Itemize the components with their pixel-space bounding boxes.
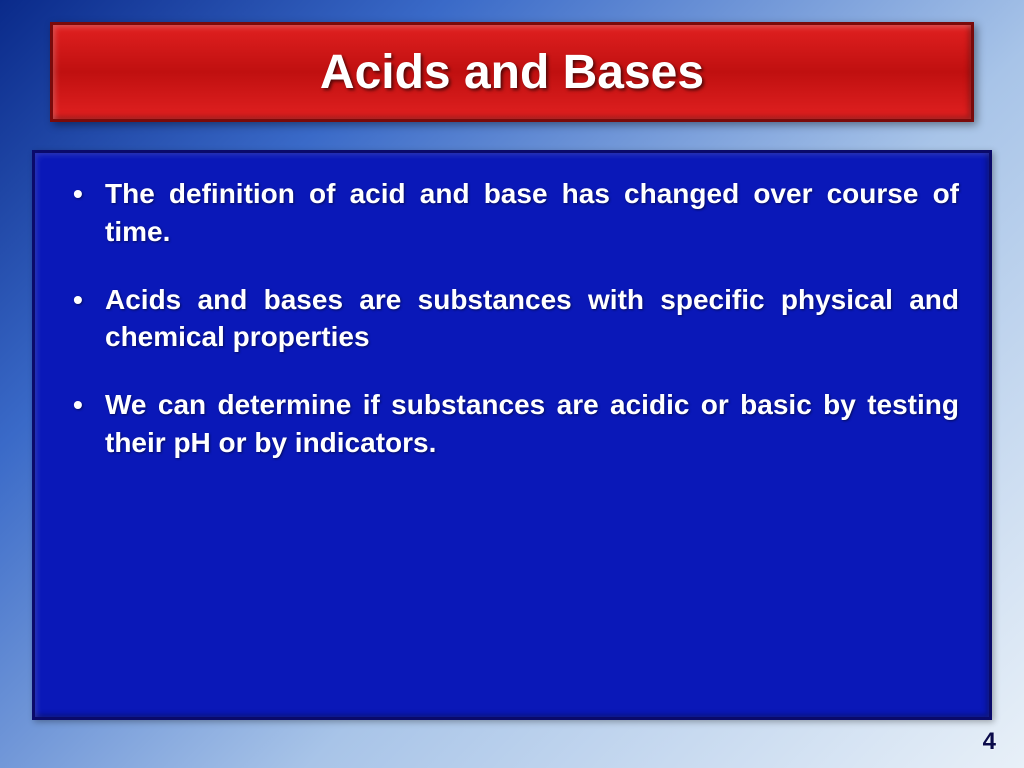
bullet-item: We can determine if substances are acidi…	[65, 386, 959, 462]
content-panel: The definition of acid and base has chan…	[32, 150, 992, 720]
bullet-list: The definition of acid and base has chan…	[65, 175, 959, 462]
bullet-item: Acids and bases are substances with spec…	[65, 281, 959, 357]
page-number: 4	[983, 728, 996, 756]
bullet-item: The definition of acid and base has chan…	[65, 175, 959, 251]
title-banner: Acids and Bases	[50, 22, 974, 122]
slide-title: Acids and Bases	[320, 45, 704, 100]
